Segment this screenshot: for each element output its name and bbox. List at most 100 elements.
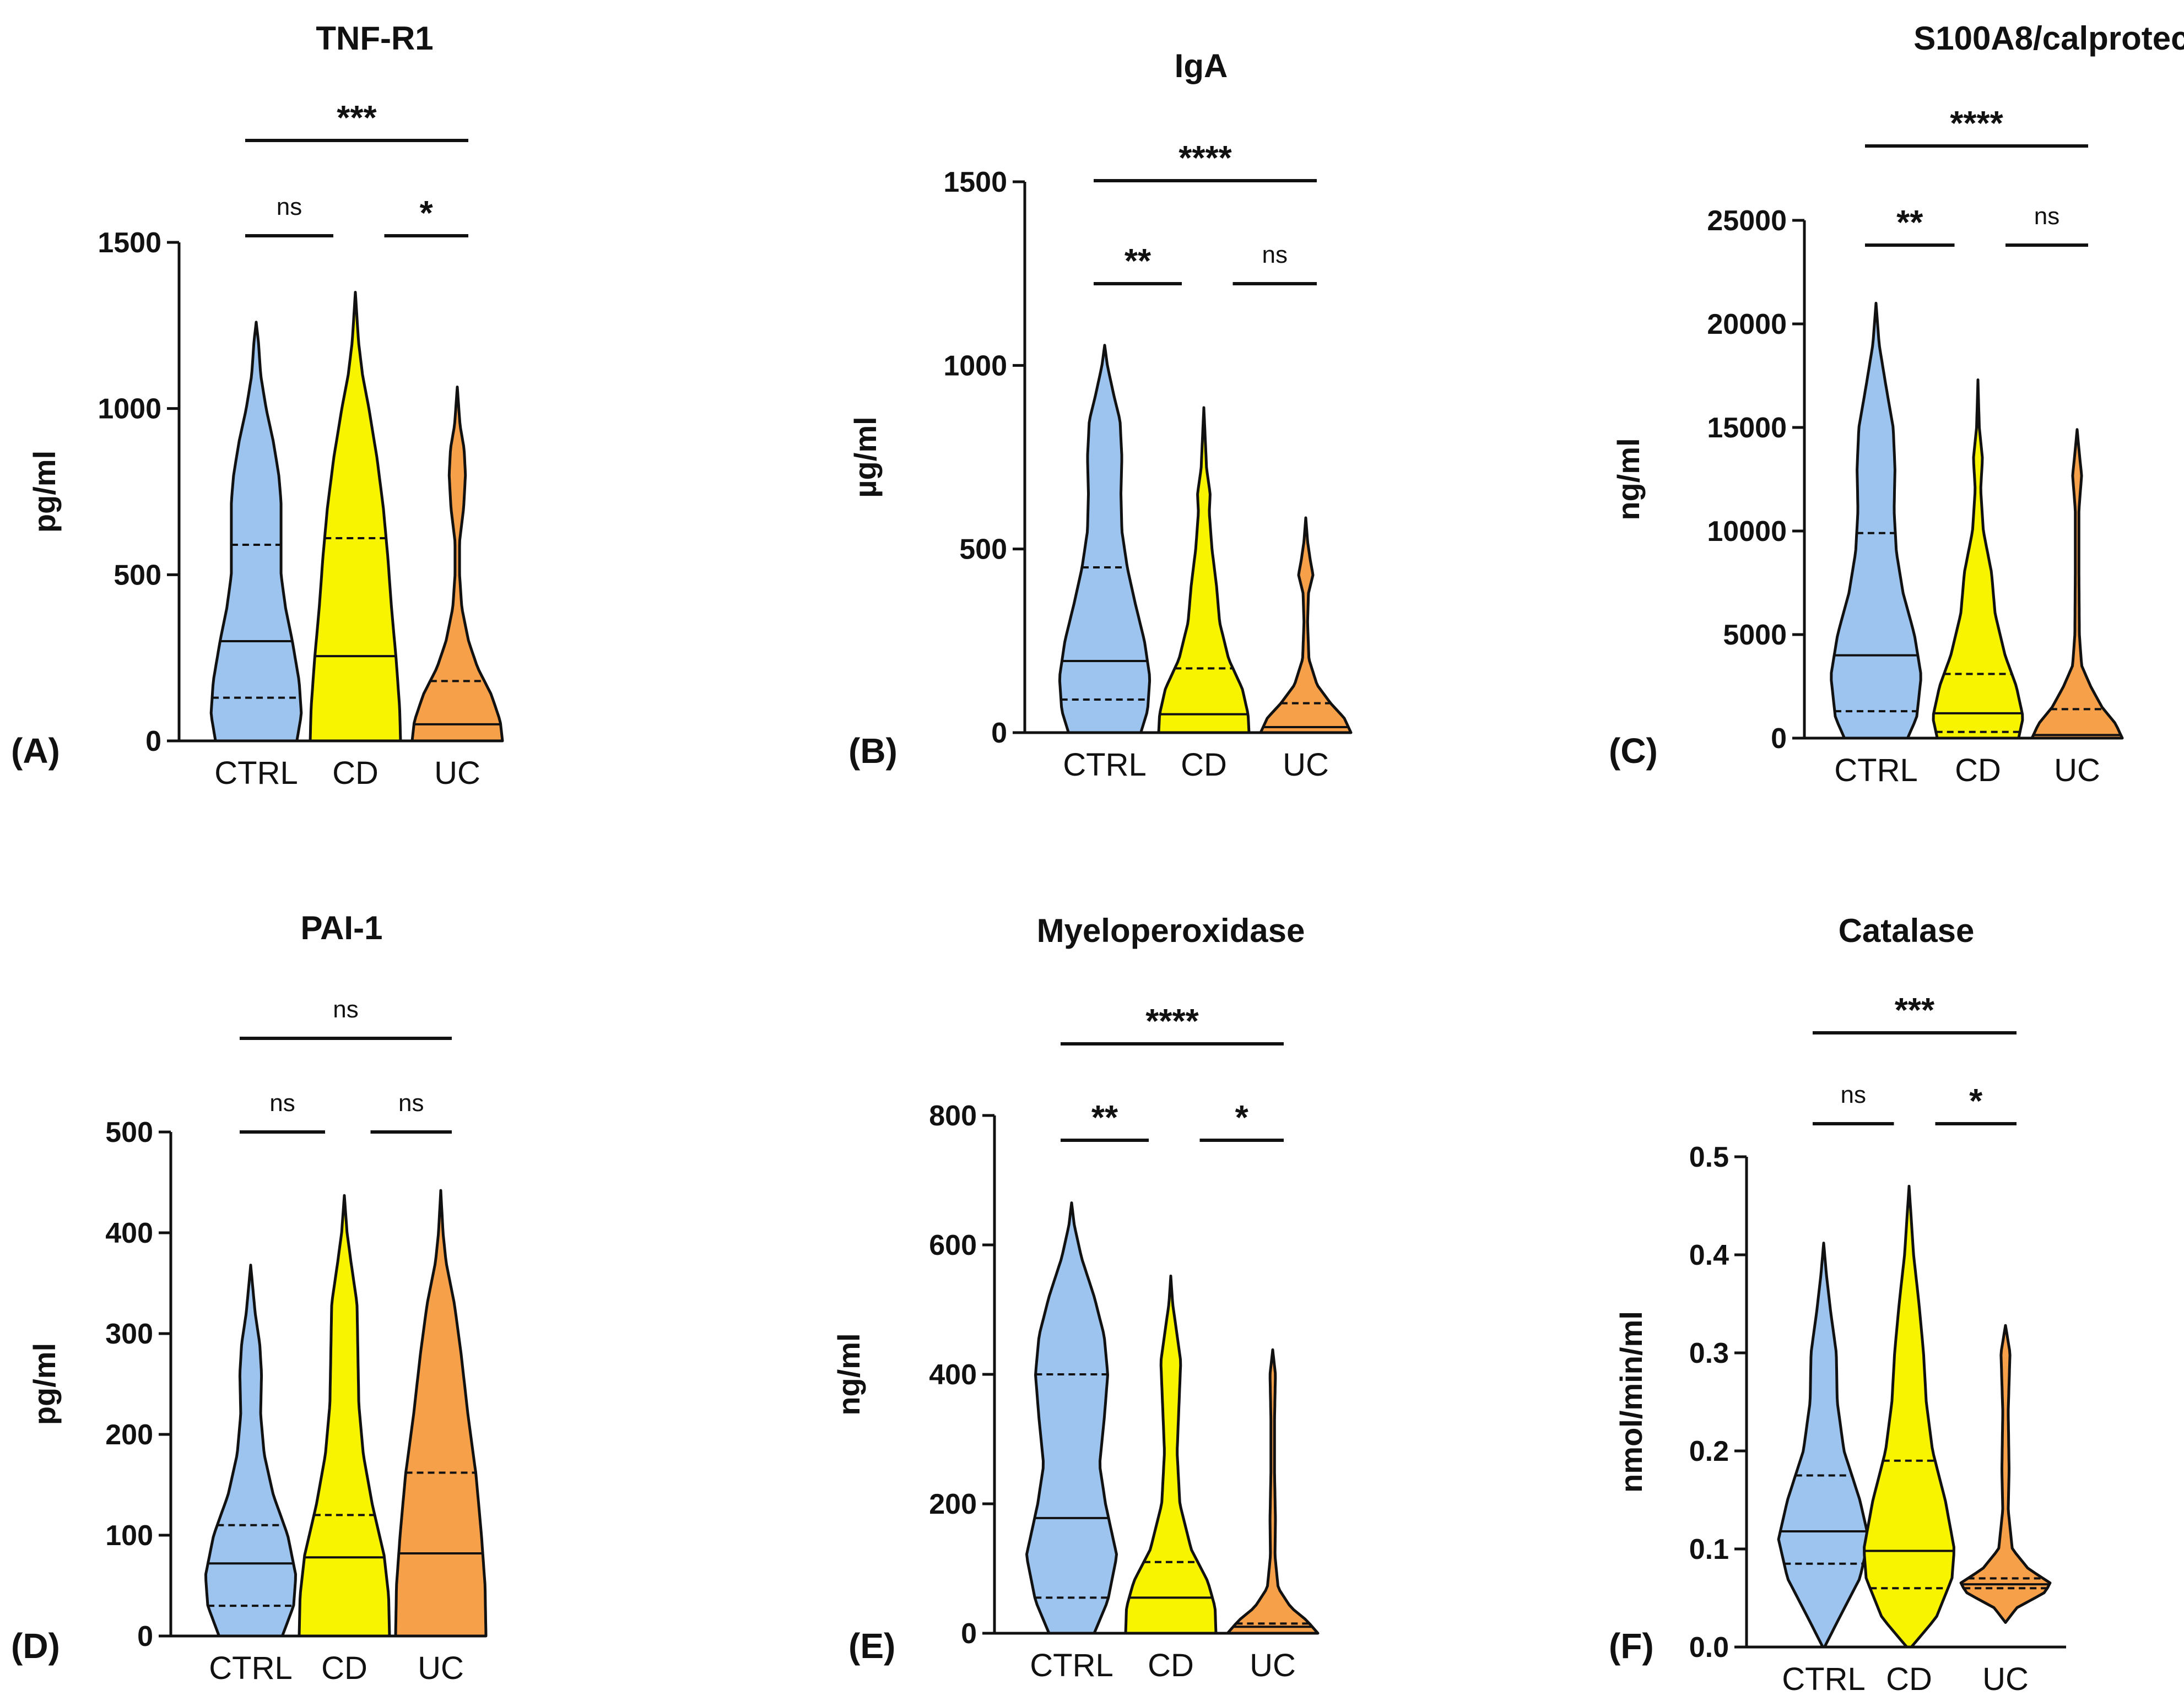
violin-cd xyxy=(1932,378,2024,740)
panel-label: (C) xyxy=(1609,731,1658,771)
violin-body xyxy=(2030,428,2124,740)
y-axis-label: pg/ml xyxy=(27,1343,62,1425)
panel-title: Catalase xyxy=(1839,912,1975,949)
violin-body xyxy=(204,1264,297,1638)
y-tick-label: 25000 xyxy=(1707,205,1787,237)
x-tick-label: UC xyxy=(418,1650,464,1686)
violin-body xyxy=(1830,301,1922,740)
violin-body xyxy=(1124,1274,1218,1635)
violin-body xyxy=(1226,1348,1320,1635)
y-tick-label: 200 xyxy=(929,1488,977,1520)
violin-ctrl xyxy=(1777,1242,1871,1649)
violin-body xyxy=(209,321,303,743)
y-tick-label: 1000 xyxy=(943,350,1007,382)
significance-label: ** xyxy=(1091,1099,1118,1137)
y-tick-label: 15000 xyxy=(1707,412,1787,444)
panel-title: S100A8/calprotectin xyxy=(1913,20,2184,57)
violin-body xyxy=(410,386,504,743)
violin-body xyxy=(1058,344,1152,734)
y-tick-label: 0.2 xyxy=(1689,1435,1729,1467)
x-tick-label: CTRL xyxy=(209,1650,292,1686)
violin-body xyxy=(309,291,402,743)
y-axis-label: nmol/min/ml xyxy=(1614,1311,1648,1493)
y-tick-label: 5000 xyxy=(1723,619,1787,651)
violin-uc xyxy=(1226,1348,1320,1635)
panel-title: Myeloperoxidase xyxy=(1037,912,1305,949)
y-axis-label: ng/ml xyxy=(1611,438,1646,520)
y-tick-label: 600 xyxy=(929,1229,977,1261)
y-tick-label: 0.1 xyxy=(1689,1534,1729,1565)
x-tick-label: CD xyxy=(1148,1648,1194,1683)
y-tick-label: 0.3 xyxy=(1689,1337,1729,1369)
y-tick-label: 500 xyxy=(113,559,161,591)
panel-label: (E) xyxy=(848,1626,895,1666)
y-tick-label: 400 xyxy=(105,1217,153,1249)
violin-cd xyxy=(1157,406,1251,734)
x-tick-label: CD xyxy=(1955,752,2001,788)
violin-body xyxy=(1863,1184,1955,1649)
violin-body xyxy=(298,1194,391,1638)
y-tick-label: 0.5 xyxy=(1689,1141,1729,1173)
significance-label: * xyxy=(420,194,434,232)
y-tick-label: 400 xyxy=(929,1359,977,1391)
violin-body xyxy=(1025,1201,1118,1635)
panel-title: TNF-R1 xyxy=(316,20,433,57)
y-axis-label: µg/ml xyxy=(848,416,883,497)
violin-uc xyxy=(1959,1324,2052,1624)
significance-label: **** xyxy=(1145,1003,1199,1041)
x-tick-label: UC xyxy=(1283,747,1329,783)
x-tick-label: UC xyxy=(1250,1648,1296,1683)
panel-a: TNF-R1 pg/ml (A) 0 500 1000 1500 CTRL CD UC *** ns * xyxy=(11,20,504,791)
significance-label: ns xyxy=(269,1090,295,1117)
x-tick-label: UC xyxy=(434,755,480,791)
violin-body xyxy=(394,1189,488,1638)
y-tick-label: 200 xyxy=(105,1419,153,1451)
y-tick-label: 0 xyxy=(137,1621,153,1653)
y-tick-label: 0 xyxy=(961,1618,977,1650)
y-tick-label: 0 xyxy=(991,717,1007,749)
significance-label: ** xyxy=(1896,204,1923,242)
violin-body xyxy=(1959,1324,2052,1624)
y-tick-label: 0 xyxy=(1771,723,1787,755)
x-tick-label: CD xyxy=(321,1650,367,1686)
y-tick-label: 20000 xyxy=(1707,308,1787,340)
violin-uc xyxy=(1259,516,1353,734)
y-tick-label: 300 xyxy=(105,1318,153,1350)
x-tick-label: UC xyxy=(2054,752,2100,788)
x-tick-label: CD xyxy=(1181,747,1227,783)
significance-label: * xyxy=(1235,1099,1249,1137)
x-tick-label: CD xyxy=(1886,1661,1932,1697)
significance-label: ** xyxy=(1125,242,1152,280)
significance-label: ns xyxy=(277,193,302,220)
panel-e: Myeloperoxidase ng/ml (E) 0 200 400 600 800 CTRL… xyxy=(831,912,1320,1683)
y-axis-label: pg/ml xyxy=(27,451,62,533)
significance-label: **** xyxy=(1179,139,1232,177)
violin-ctrl xyxy=(1025,1201,1118,1635)
violin-ctrl xyxy=(209,321,303,743)
x-tick-label: CTRL xyxy=(1063,747,1146,783)
y-tick-label: 1000 xyxy=(98,393,161,425)
violin-cd xyxy=(1124,1274,1218,1635)
panel-title: PAI-1 xyxy=(301,909,383,946)
y-tick-label: 0.0 xyxy=(1689,1632,1729,1664)
violin-uc xyxy=(2030,428,2124,740)
significance-label: **** xyxy=(1950,105,2003,143)
violin-ctrl xyxy=(1058,344,1152,734)
significance-label: ns xyxy=(333,996,358,1023)
significance-label: ns xyxy=(1841,1081,1866,1108)
y-tick-label: 10000 xyxy=(1707,516,1787,548)
violin-cd xyxy=(1863,1184,1955,1649)
violin-ctrl xyxy=(1830,301,1922,740)
x-tick-label: CTRL xyxy=(1782,1661,1865,1697)
violin-body xyxy=(1932,378,2024,740)
panel-label: (A) xyxy=(11,731,60,771)
significance-label: * xyxy=(1969,1082,1983,1120)
violin-cd xyxy=(298,1194,391,1638)
panel-label: (B) xyxy=(848,731,898,771)
panel-d: PAI-1 pg/ml (D) 0 100 200 300 400 500 CTRL CD UC ns n… xyxy=(11,909,488,1686)
panel-title: IgA xyxy=(1175,47,1228,84)
x-tick-label: CD xyxy=(332,755,379,791)
violin-ctrl xyxy=(204,1264,297,1638)
